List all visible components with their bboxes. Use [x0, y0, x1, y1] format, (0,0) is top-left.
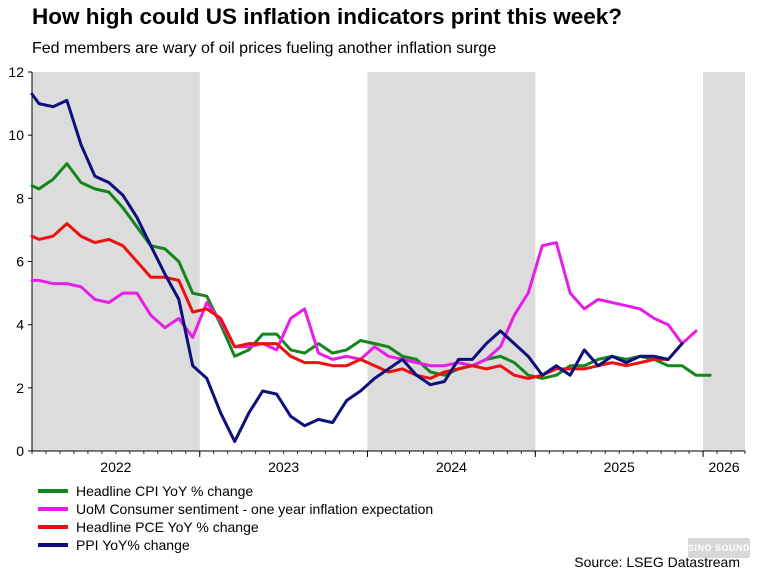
series-line-3 — [30, 92, 684, 443]
series-line-0 — [30, 162, 712, 380]
legend-label-pce: Headline PCE YoY % change — [76, 519, 259, 535]
legend-label-cpi: Headline CPI YoY % change — [76, 483, 254, 499]
year-shade-2 — [703, 72, 745, 451]
chart-subtitle: Fed members are wary of oil prices fueli… — [32, 40, 497, 57]
y-tick-label-10: 10 — [8, 127, 24, 143]
x-year-label-2024: 2024 — [436, 459, 467, 475]
legend: Headline CPI YoY % change UoM Consumer s… — [38, 482, 433, 554]
x-year-label-2026: 2026 — [708, 459, 739, 475]
watermark-text: SINO SOUND — [688, 543, 751, 553]
year-shade-0 — [32, 72, 200, 451]
legend-swatch-pce — [38, 525, 68, 529]
x-year-label-2023: 2023 — [268, 459, 299, 475]
y-tick-label-6: 6 — [16, 254, 24, 270]
legend-item-uom: UoM Consumer sentiment - one year inflat… — [38, 500, 433, 518]
axes — [28, 71, 746, 457]
x-year-label-2022: 2022 — [100, 459, 131, 475]
y-tick-label-8: 8 — [16, 190, 24, 206]
y-tick-label-4: 4 — [16, 317, 24, 333]
year-shade-1 — [367, 72, 536, 451]
axis-labels: 0 2 4 6 8 10 12 2022 2023 2024 2025 2026 — [8, 64, 739, 475]
legend-item-ppi: PPI YoY% change — [38, 536, 433, 554]
legend-swatch-cpi — [38, 489, 68, 493]
chart-title: How high could US inflation indicators p… — [32, 4, 623, 29]
y-tick-label-0: 0 — [16, 443, 24, 459]
legend-item-pce: Headline PCE YoY % change — [38, 518, 433, 536]
legend-item-cpi: Headline CPI YoY % change — [38, 482, 433, 500]
legend-label-uom: UoM Consumer sentiment - one year inflat… — [76, 501, 434, 517]
legend-swatch-ppi — [38, 543, 68, 547]
y-tick-label-2: 2 — [16, 380, 24, 396]
watermark-logo: SINO SOUND — [688, 538, 750, 558]
series-lines — [30, 92, 712, 443]
legend-swatch-uom — [38, 507, 68, 511]
x-year-label-2025: 2025 — [604, 459, 635, 475]
y-tick-label-12: 12 — [8, 64, 24, 80]
year-shading — [32, 72, 745, 451]
source-note: Source: LSEG Datastream — [574, 554, 740, 570]
legend-label-ppi: PPI YoY% change — [76, 537, 190, 553]
